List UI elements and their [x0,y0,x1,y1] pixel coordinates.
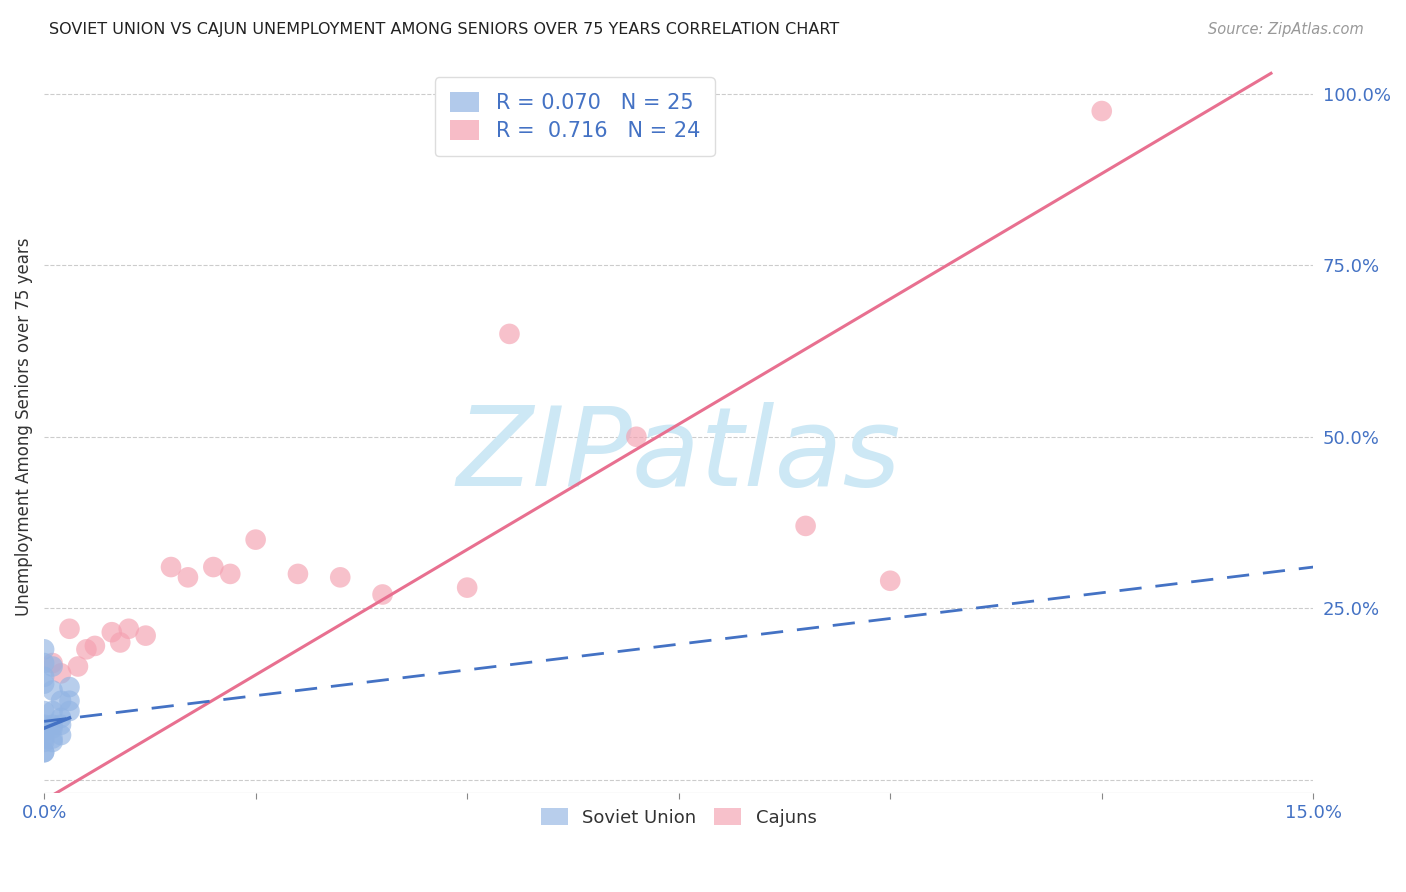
Point [32,745,55,759]
Point [219,566,242,581]
Point [49,718,72,732]
Legend: Soviet Union, Cajuns: Soviet Union, Cajuns [531,799,825,836]
Point [329,570,352,584]
Point [371,587,394,601]
Point [32,718,55,732]
Point [1091,103,1114,118]
Point [879,574,901,588]
Point [202,560,225,574]
Point [49,666,72,681]
Text: Source: ZipAtlas.com: Source: ZipAtlas.com [1208,22,1364,37]
Point [41,704,63,718]
Point [41,656,63,670]
Point [32,670,55,684]
Point [49,694,72,708]
Point [32,676,55,690]
Point [75,642,97,657]
Point [41,731,63,746]
Point [41,683,63,698]
Point [58,680,80,694]
Point [626,430,648,444]
Point [49,711,72,725]
Point [794,519,817,533]
Point [101,625,124,640]
Point [41,735,63,749]
Point [41,659,63,673]
Point [83,639,105,653]
Point [456,581,478,595]
Point [160,560,183,574]
Point [41,721,63,735]
Point [32,724,55,739]
Point [177,570,200,584]
Point [32,745,55,759]
Point [32,731,55,746]
Point [32,656,55,670]
Point [32,735,55,749]
Point [49,728,72,742]
Point [32,642,55,657]
Point [287,566,309,581]
Point [58,622,80,636]
Point [58,704,80,718]
Y-axis label: Unemployment Among Seniors over 75 years: Unemployment Among Seniors over 75 years [15,237,32,615]
Point [118,622,141,636]
Text: ZIPatlas: ZIPatlas [457,402,901,509]
Point [110,635,132,649]
Point [58,694,80,708]
Point [41,718,63,732]
Point [498,326,520,341]
Text: SOVIET UNION VS CAJUN UNEMPLOYMENT AMONG SENIORS OVER 75 YEARS CORRELATION CHART: SOVIET UNION VS CAJUN UNEMPLOYMENT AMONG… [49,22,839,37]
Point [245,533,267,547]
Point [135,629,157,643]
Point [66,659,89,673]
Point [32,704,55,718]
